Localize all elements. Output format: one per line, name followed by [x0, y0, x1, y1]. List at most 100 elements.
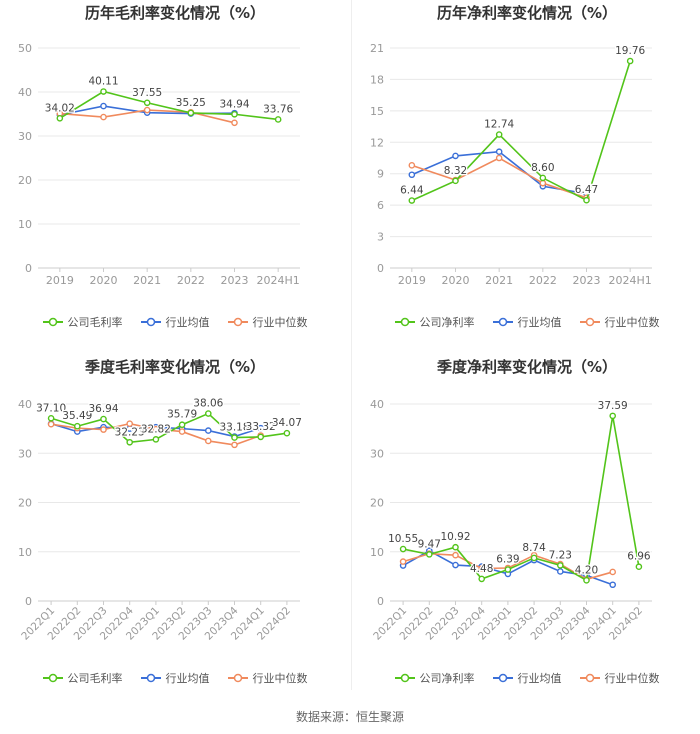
- data-point-company: [187, 109, 195, 117]
- data-point-company: [426, 551, 433, 558]
- legend-industry-avg[interactable]: 行业均值: [492, 314, 562, 330]
- data-point-industry_avg: [257, 424, 265, 432]
- data-point-industry_median: [452, 551, 459, 559]
- data-point-company: [495, 131, 503, 138]
- data-label: 40.11: [88, 76, 118, 88]
- legend-industry-median[interactable]: 行业中位数: [227, 670, 308, 686]
- data-label: 33.32: [246, 421, 276, 433]
- legend-industry-median-marker-icon: [227, 317, 248, 327]
- data-label: 8.60: [531, 162, 554, 174]
- data-point-industry_avg: [100, 102, 107, 110]
- data-point-company: [609, 412, 617, 420]
- x-tick-label: 2019: [46, 274, 74, 287]
- x-tick-label: 2020: [90, 274, 118, 287]
- data-point-company: [257, 433, 265, 441]
- data-point-company: [583, 577, 590, 584]
- data-label: 32.23: [115, 426, 145, 438]
- legend-industry-avg[interactable]: 行业均值: [140, 314, 210, 330]
- y-tick-label: 20: [18, 174, 32, 187]
- data-point-company: [204, 410, 212, 417]
- x-tick-label: 2021: [133, 274, 161, 287]
- y-tick-label: 18: [370, 73, 384, 86]
- legend-company-net[interactable]: 公司净利率: [394, 314, 475, 330]
- data-point-company: [408, 197, 416, 204]
- legend-company-net[interactable]: 公司净利率: [394, 670, 475, 686]
- data-point-industry_median: [231, 119, 238, 127]
- data-point-industry_median: [539, 179, 547, 187]
- data-point-industry_median: [231, 441, 238, 449]
- data-label: 34.94: [219, 98, 249, 110]
- data-point-company: [478, 575, 485, 583]
- data-point-company: [583, 196, 590, 204]
- legend-industry-avg-marker-icon: [492, 317, 513, 327]
- legend-industry-avg-marker-icon: [492, 673, 513, 683]
- data-label: 36.94: [88, 403, 118, 415]
- y-tick-label: 50: [18, 42, 32, 55]
- panel-divider: [351, 0, 352, 690]
- legend-label: 公司毛利率: [67, 672, 123, 685]
- series-line-company: [402, 415, 640, 582]
- quarterly-gross-chart: 0102030402022Q12022Q22022Q32022Q42023Q12…: [18, 396, 303, 642]
- chart-legend: 公司净利率 行业均值 行业中位数: [352, 314, 700, 330]
- chart-title: 历年毛利率变化情况（%）: [84, 4, 266, 22]
- data-point-industry_median: [178, 428, 186, 435]
- data-point-industry_avg: [408, 171, 416, 179]
- legend-label: 公司毛利率: [67, 316, 123, 329]
- data-point-industry_median: [100, 113, 107, 121]
- chart-legend: 公司净利率 行业均值 行业中位数: [352, 670, 700, 686]
- data-point-company: [626, 57, 634, 65]
- annual-net-chart-panel: 历年净利率变化情况（%） 0 3 6 9 12 15 18 21 2019 2020 2021 202…: [352, 0, 700, 355]
- y-tick-label: 20: [370, 497, 384, 510]
- annual-gross-chart-panel: 历年毛利率变化情况（%） 0 10 20 30 40 50 2019 2020 2021 2022…: [0, 0, 350, 355]
- chart-legend: 公司毛利率 行业均值 行业中位数: [0, 314, 350, 330]
- data-point-company: [56, 115, 64, 122]
- legend-label: 行业中位数: [252, 672, 308, 685]
- chart-title: 历年净利率变化情况（%）: [436, 4, 618, 22]
- legend-label: 行业均值: [165, 672, 210, 685]
- legend-label: 行业均值: [165, 316, 210, 329]
- chart-title: 季度毛利率变化情况（%）: [84, 358, 266, 376]
- annual-net-chart: 0 3 6 9 12 15 18 21 2019 2020 2021 2022 2023 2024H1 6.…: [370, 42, 652, 287]
- legend-label: 公司净利率: [419, 316, 475, 329]
- legend-label: 行业中位数: [252, 316, 308, 329]
- data-label: 34.07: [272, 417, 302, 429]
- y-tick-label: 40: [18, 398, 32, 411]
- data-label: 4.20: [575, 564, 598, 576]
- x-tick-label: 2024H1: [609, 274, 652, 287]
- legend-industry-median[interactable]: 行业中位数: [579, 314, 660, 330]
- legend-industry-median-marker-icon: [579, 317, 600, 327]
- y-tick-label: 10: [18, 218, 32, 231]
- y-tick-label: 9: [377, 168, 384, 181]
- legend-industry-avg[interactable]: 行业均值: [492, 670, 562, 686]
- legend-industry-avg[interactable]: 行业均值: [140, 670, 210, 686]
- legend-label: 行业均值: [517, 672, 562, 685]
- y-tick-label: 0: [377, 595, 384, 608]
- y-tick-label: 40: [18, 86, 32, 99]
- data-label: 33.76: [263, 103, 293, 115]
- quarterly-gross-chart-panel: 季度毛利率变化情况（%） 0 10 20 30 40 2022Q1 2022Q2 2022Q3…: [0, 354, 350, 709]
- data-label: 8.32: [444, 165, 467, 177]
- legend-company-gross[interactable]: 公司毛利率: [42, 314, 123, 330]
- data-point-industry_median: [399, 558, 407, 565]
- data-point-company: [274, 116, 282, 123]
- legend-company-gross[interactable]: 公司毛利率: [42, 670, 123, 686]
- quarterly-net-chart: 0102030402022Q12022Q22022Q32022Q42023Q12…: [370, 398, 652, 643]
- data-label: 34.02: [45, 102, 75, 114]
- x-tick-label: 2023: [221, 274, 249, 287]
- legend-industry-median-marker-icon: [579, 673, 600, 683]
- y-tick-label: 0: [25, 262, 32, 275]
- data-label: 37.59: [598, 400, 628, 412]
- data-point-company: [100, 415, 107, 423]
- y-tick-label: 21: [370, 42, 384, 55]
- data-label: 12.74: [484, 119, 514, 131]
- data-label: 10.55: [388, 533, 418, 545]
- series-line-company: [59, 90, 279, 121]
- data-point-company: [539, 174, 547, 182]
- legend-industry-median-marker-icon: [227, 673, 248, 683]
- data-point-company: [635, 563, 643, 571]
- data-point-company: [178, 421, 186, 429]
- legend-industry-median[interactable]: 行业中位数: [227, 314, 308, 330]
- y-tick-label: 20: [18, 497, 32, 510]
- data-label: 6.96: [627, 551, 651, 563]
- legend-industry-median[interactable]: 行业中位数: [579, 670, 660, 686]
